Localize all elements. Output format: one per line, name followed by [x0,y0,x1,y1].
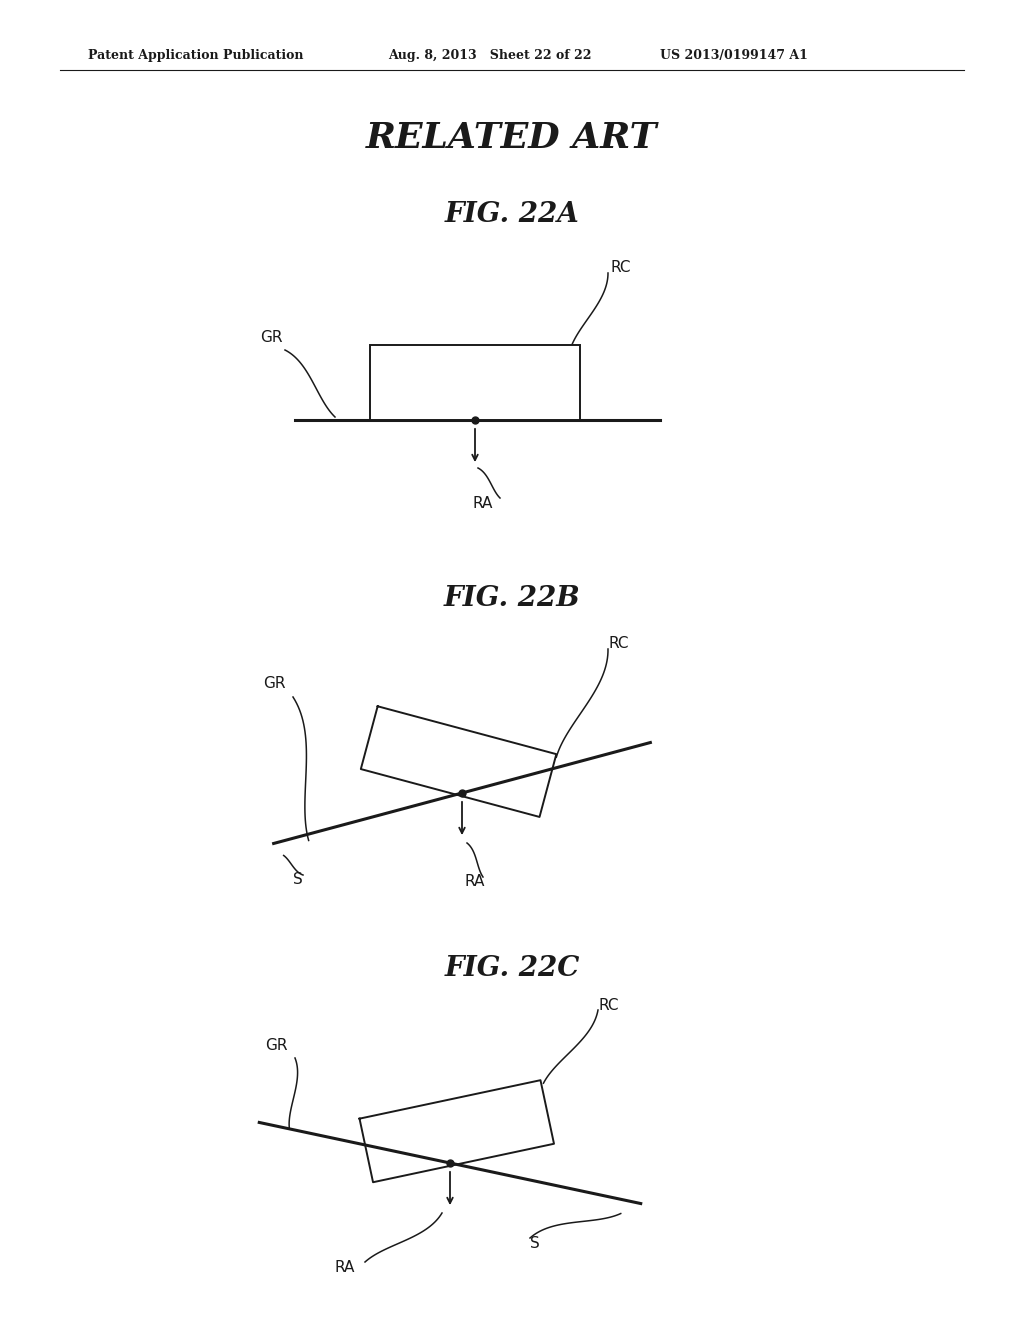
Text: RELATED ART: RELATED ART [367,121,657,154]
Text: US 2013/0199147 A1: US 2013/0199147 A1 [660,49,808,62]
Text: RC: RC [598,998,618,1012]
Text: RC: RC [608,636,629,652]
Text: RA: RA [335,1259,355,1275]
Text: S: S [293,873,303,887]
Text: RA: RA [465,874,485,890]
Text: RC: RC [610,260,631,276]
Bar [370,345,580,420]
Text: FIG. 22A: FIG. 22A [444,202,580,228]
Text: FIG. 22B: FIG. 22B [443,585,581,611]
Text: GR: GR [263,676,286,692]
Text: Aug. 8, 2013   Sheet 22 of 22: Aug. 8, 2013 Sheet 22 of 22 [388,49,592,62]
Text: Patent Application Publication: Patent Application Publication [88,49,303,62]
Text: S: S [530,1236,540,1250]
Text: RA: RA [472,495,493,511]
Text: GR: GR [265,1038,288,1052]
Text: FIG. 22C: FIG. 22C [444,954,580,982]
Text: GR: GR [260,330,283,345]
